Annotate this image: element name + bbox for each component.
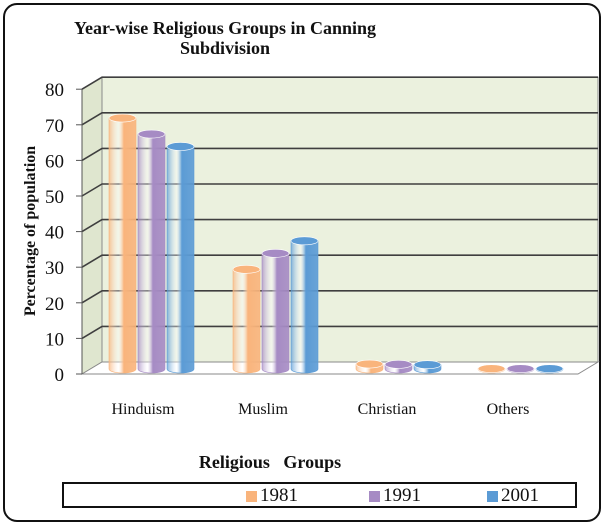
y-tick-label: 60 — [45, 151, 64, 172]
legend-swatch-1991 — [369, 490, 380, 502]
bar-hinduism-1991 — [137, 129, 166, 374]
bar-top — [290, 236, 319, 246]
x-axis-ticks: Hinduism Muslim Christian Others — [111, 401, 529, 418]
y-tick-label: 30 — [45, 258, 64, 279]
gridline — [81, 112, 598, 126]
bar-top — [137, 129, 166, 139]
legend-item-1981: 1981 — [246, 485, 298, 507]
gridlines — [81, 76, 598, 340]
x-axis-label: Religious Groups — [199, 452, 341, 472]
bar-christian-1981 — [355, 359, 384, 374]
gridline — [81, 183, 598, 197]
gridline — [81, 325, 598, 340]
x-tick-label: Muslim — [238, 401, 288, 418]
bar-hinduism-1981 — [108, 113, 137, 374]
legend-label-1991: 1991 — [383, 485, 421, 506]
legend-item-2001: 2001 — [487, 485, 539, 507]
bar-others-1981 — [477, 364, 506, 374]
bar-body — [166, 146, 195, 374]
x-tick-label: Christian — [358, 401, 417, 418]
bar-top — [535, 364, 564, 373]
gridline — [81, 289, 598, 304]
bar-others-2001 — [535, 364, 564, 374]
bars — [108, 113, 564, 374]
bar-body — [108, 117, 137, 374]
bar-top — [355, 359, 384, 369]
bar-christian-1991 — [384, 360, 413, 374]
bar-top — [506, 364, 535, 373]
y-tick-label: 50 — [45, 187, 64, 208]
legend: 1981 1991 2001 — [62, 482, 577, 508]
gridline — [81, 76, 598, 90]
bar-muslim-1991 — [261, 249, 290, 374]
bar-top — [384, 360, 413, 369]
bar-others-1991 — [506, 364, 535, 374]
bar-body — [232, 269, 261, 374]
bar-body — [290, 240, 319, 374]
legend-swatch-2001 — [487, 490, 498, 502]
bar-muslim-2001 — [290, 236, 319, 374]
y-tick-label: 20 — [45, 294, 64, 315]
y-tick-label: 80 — [45, 80, 64, 101]
legend-label-2001: 2001 — [501, 485, 539, 506]
chart-title: Year-wise Religious Groups in Canning Su… — [60, 18, 390, 58]
x-tick-label: Hinduism — [111, 401, 175, 418]
bar-top — [108, 113, 137, 123]
gridline — [81, 147, 598, 162]
gridline — [81, 218, 598, 233]
legend-label-1981: 1981 — [260, 485, 298, 506]
bar-top — [166, 142, 195, 151]
floor — [80, 361, 600, 375]
bar-hinduism-2001 — [166, 142, 195, 374]
bar-muslim-1981 — [232, 265, 261, 374]
y-tick-label: 40 — [45, 223, 64, 244]
legend-swatch-1981 — [246, 490, 257, 502]
chart-title-line1: Year-wise Religious Groups in Canning — [73, 18, 377, 38]
x-tick-label: Others — [487, 401, 530, 418]
bar-top — [413, 360, 442, 370]
y-axis-label: Percentage of population — [22, 146, 39, 316]
y-axis-ticks: 0 10 20 30 40 50 60 70 80 — [45, 80, 83, 386]
bar-christian-2001 — [413, 360, 442, 374]
y-tick-label: 0 — [55, 365, 65, 386]
bar-top — [261, 249, 290, 258]
y-tick-label: 10 — [45, 329, 64, 350]
chart-title-line2: Subdivision — [179, 38, 271, 58]
bar-body — [137, 133, 166, 374]
bar-top — [232, 265, 261, 274]
bar-body — [261, 253, 290, 374]
bar-top — [477, 364, 506, 373]
gridline — [81, 254, 598, 268]
legend-item-1991: 1991 — [369, 485, 421, 507]
y-tick-label: 70 — [45, 116, 64, 137]
